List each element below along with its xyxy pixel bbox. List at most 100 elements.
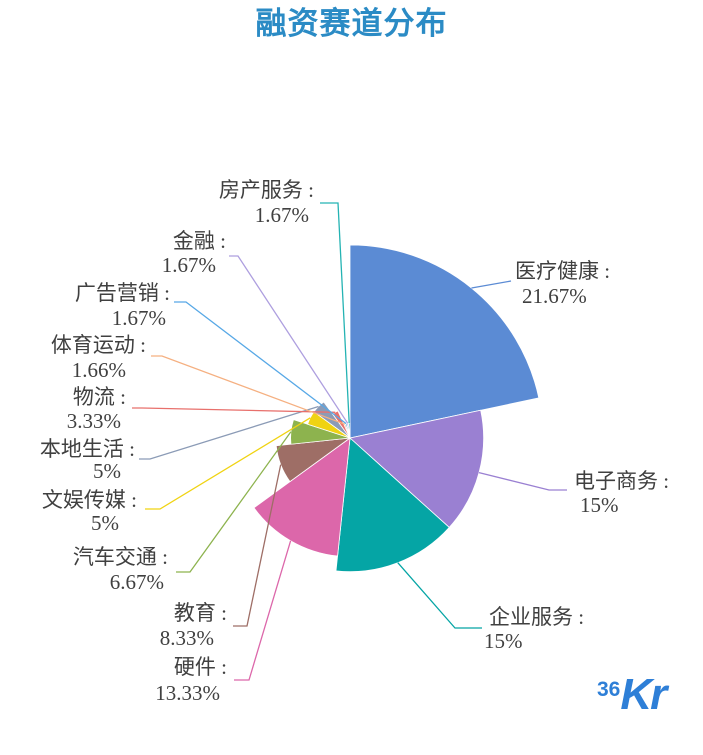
slice-label-value: 1.66 [72,358,109,382]
slice-label-unit: % [149,306,167,330]
slice-label-value: 5 [91,511,102,535]
slice-label-category: 文娱传媒 : [42,488,137,512]
slice-label-separator: : [658,469,669,493]
slice-label-unit: % [203,681,221,705]
slice-label-separator: : [159,281,170,305]
slice-label-name: 医疗健康 [515,259,599,283]
pie-slice [348,422,351,439]
slice-label-percent: 3.33% [67,409,121,433]
slice-label-value: 1.67 [162,253,199,277]
slice-label-unit: % [197,626,215,650]
slice-label-name: 电子商务 [574,469,658,493]
slice-label-value: 13.33 [155,681,202,705]
pie-slice [275,437,352,483]
slice-label-category: 金融 : [173,229,226,253]
slice-label-category: 体育运动 : [51,333,146,357]
data-label: 医疗健康 :21.67% [515,259,610,308]
slice-label-category: 硬件 : [174,655,227,679]
logo-suffix: Kr [620,670,667,719]
data-label: 金融 :1.67% [162,229,226,277]
slice-label-value: 1.67 [112,306,149,330]
slice-label-category: 房产服务 : [219,178,314,202]
data-label: 汽车交通 :6.67% [73,545,168,594]
slice-label-percent: 1.67% [112,306,166,330]
slice-label-percent: 5% [93,459,121,483]
data-label: 电子商务 :15% [574,469,669,517]
leader-line [139,405,319,460]
slice-label-unit: % [102,511,120,535]
leader-line [397,562,482,629]
slice-label-unit: % [104,459,122,483]
slice-label-category: 教育 : [174,601,227,625]
slice-label-value: 15 [580,493,601,517]
slice-label-value: 3.33 [67,409,104,433]
slice-label-unit: % [147,570,165,594]
leader-line [229,255,349,424]
slice-label-percent: 1.66% [72,358,126,382]
slice-label-unit: % [104,409,122,433]
slice-label-category: 广告营销 : [75,281,170,305]
slice-label-value: 8.33 [160,626,197,650]
slice-label-category: 物流 : [73,385,126,409]
slice-label-separator: : [216,655,227,679]
slice-label-value: 21.67 [522,284,569,308]
slice-label-value: 15 [484,629,505,653]
slice-label-separator: : [216,601,227,625]
data-label: 体育运动 :1.66% [51,333,146,382]
slice-label-percent: 6.67% [110,570,164,594]
pie-slices [253,244,540,572]
slice-label-unit: % [601,493,619,517]
leader-line [234,540,292,681]
data-label: 文娱传媒 :5% [42,488,137,535]
slice-label-category: 汽车交通 : [73,545,168,569]
slice-label-separator: : [303,178,314,202]
leader-line [174,301,347,425]
data-label: 房产服务 :1.67% [219,178,314,227]
slice-label-name: 体育运动 [51,333,135,357]
slice-label-category: 企业服务 : [489,605,584,629]
leader-line [176,431,292,573]
slice-label-name: 金融 [173,229,215,253]
slice-label-unit: % [109,358,127,382]
slice-label-separator: : [126,488,137,512]
slice-label-separator: : [135,333,146,357]
slice-label-percent: 1.67% [255,203,309,227]
slice-label-percent: 15% [580,493,619,517]
slice-label-unit: % [292,203,310,227]
slice-label-value: 5 [93,459,104,483]
slice-label-percent: 13.33% [155,681,220,705]
slice-label-name: 教育 [174,601,216,625]
slice-label-value: 6.67 [110,570,147,594]
slice-label-separator: : [157,545,168,569]
data-label: 硬件 :13.33% [155,655,227,705]
slice-label-unit: % [569,284,587,308]
pie-slice [349,244,540,439]
slice-label-name: 广告营销 [75,281,159,305]
slice-label-separator: : [599,259,610,283]
slice-label-name: 本地生活 [40,437,124,461]
pie-slice [290,419,351,445]
slice-label-value: 1.67 [255,203,292,227]
slice-label-name: 硬件 [174,655,216,679]
slice-label-category: 本地生活 : [40,437,135,461]
logo-prefix: 36 [597,678,621,701]
data-label: 广告营销 :1.67% [75,281,170,330]
slice-label-separator: : [124,437,135,461]
leader-line [471,280,512,289]
slice-label-percent: 1.67% [162,253,216,277]
leader-line [151,355,345,425]
slice-label-category: 电子商务 : [574,469,669,493]
slice-label-category: 医疗健康 : [515,259,610,283]
slice-label-name: 文娱传媒 [42,488,126,512]
slice-label-percent: 21.67% [522,284,587,308]
slice-label-percent: 8.33% [160,626,214,650]
data-label: 企业服务 :15% [484,605,584,653]
data-label: 物流 :3.33% [67,385,126,433]
slice-label-percent: 5% [91,511,119,535]
data-labels: 医疗健康 :21.67%电子商务 :15%企业服务 :15%硬件 :13.33%… [40,178,669,705]
pie-slice [253,437,351,557]
slice-label-separator: : [573,605,584,629]
slice-label-name: 房产服务 [219,178,303,202]
slice-label-name: 物流 [73,385,115,409]
